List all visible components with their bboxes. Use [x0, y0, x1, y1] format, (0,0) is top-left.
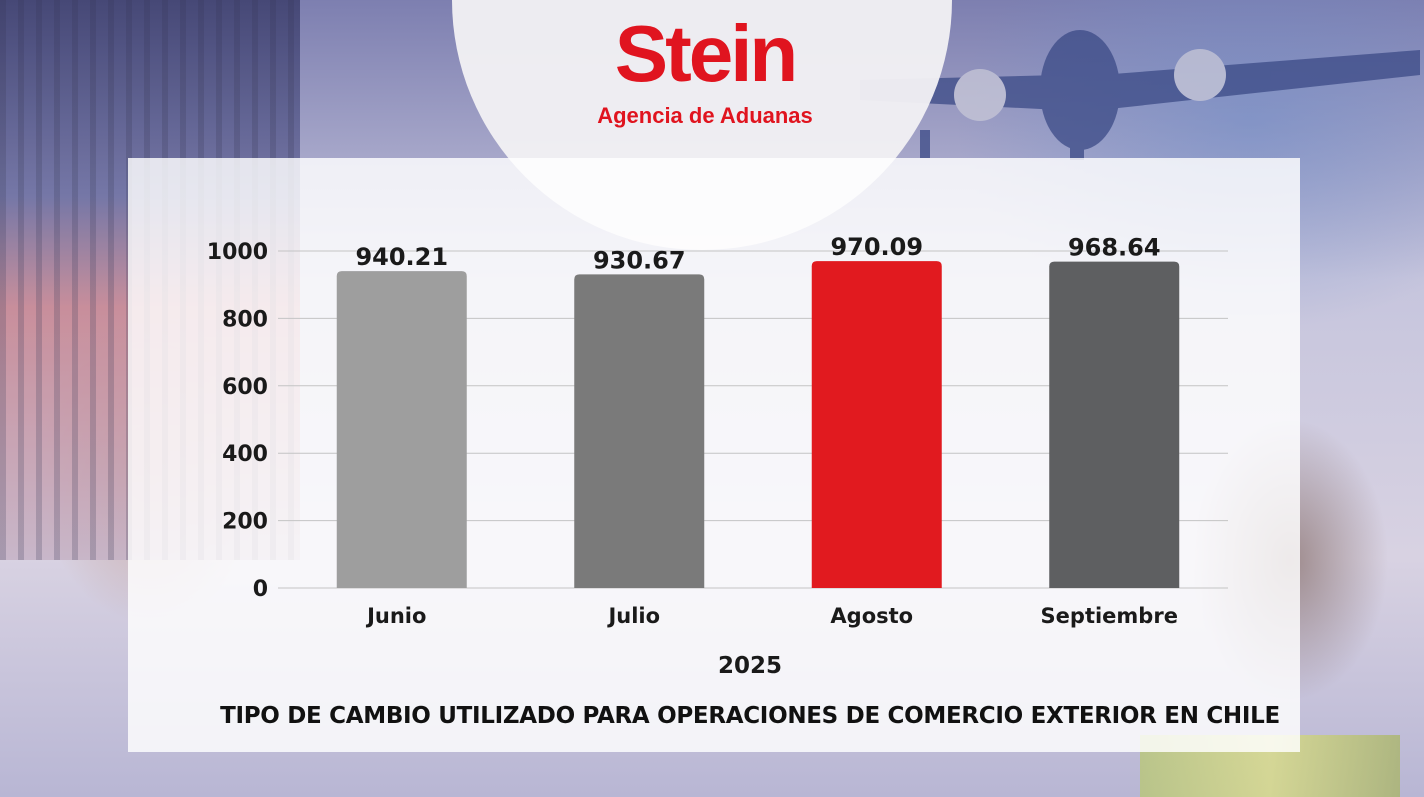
- logo-subtitle: Agencia de Aduanas: [597, 103, 813, 128]
- bar-value-label: 930.67: [593, 246, 686, 274]
- bar-value-label: 970.09: [830, 233, 923, 261]
- airplane-icon: [860, 30, 1420, 160]
- y-tick-label: 800: [222, 307, 268, 332]
- x-tick-label: Septiembre: [1041, 604, 1178, 628]
- bar-group: 968.64 Septiembre: [1041, 234, 1180, 628]
- bar-group: 930.67 Julio: [574, 246, 705, 628]
- y-tick-label: 1000: [207, 240, 268, 265]
- chart-caption: TIPO DE CAMBIO UTILIZADO PARA OPERACIONE…: [220, 703, 1280, 729]
- bar-julio: [574, 274, 705, 588]
- bar-group: 940.21 Junio: [336, 243, 467, 628]
- bar-group: 970.09 Agosto: [811, 233, 942, 628]
- bar-value-label: 940.21: [355, 243, 448, 271]
- x-axis-label: 2025: [717, 653, 782, 679]
- bar-septiembre: [1049, 261, 1180, 588]
- bar-value-label: 968.64: [1068, 234, 1161, 262]
- bar-agosto: [811, 261, 942, 588]
- bar-junio: [336, 271, 467, 588]
- logo-wordmark: Stein: [614, 9, 799, 98]
- y-tick-label: 600: [222, 375, 268, 400]
- x-tick-label: Junio: [365, 604, 426, 628]
- chart-card: 0 200 400 600 800 1000 940.21 Junio 930.67 Julio 9…: [128, 158, 1300, 752]
- y-tick-label: 200: [222, 510, 268, 535]
- y-tick-label: 400: [222, 442, 268, 467]
- x-tick-label: Agosto: [830, 604, 913, 628]
- x-tick-label: Julio: [606, 604, 660, 628]
- y-tick-label: 0: [253, 577, 268, 602]
